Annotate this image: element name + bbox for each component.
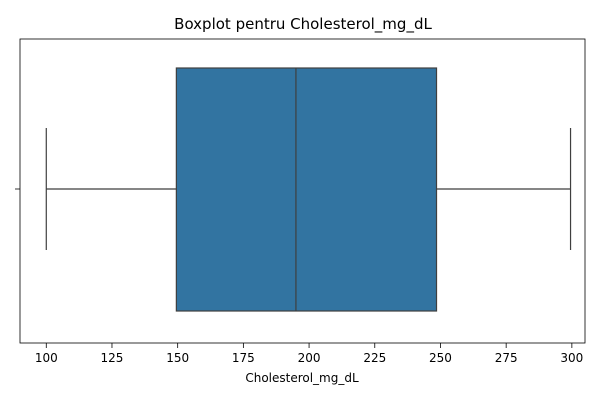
x-tick-label: 100 xyxy=(35,351,58,365)
plot-area-frame xyxy=(19,38,586,344)
x-tick-label: 150 xyxy=(166,351,189,365)
x-tick-label: 200 xyxy=(298,351,321,365)
x-tick-label: 125 xyxy=(101,351,124,365)
x-tick-label: 175 xyxy=(232,351,255,365)
box-group xyxy=(45,67,572,312)
x-axis-ticks: 100 125 150 175 200 225 250 275 300 xyxy=(35,343,583,365)
x-tick-label: 225 xyxy=(363,351,386,365)
x-tick-label: 275 xyxy=(495,351,518,365)
x-axis-label: Cholesterol_mg_dL xyxy=(245,371,359,385)
chart-title: Boxplot pentru Cholesterol_mg_dL xyxy=(174,15,432,34)
iqr-box xyxy=(175,67,438,312)
x-tick-label: 250 xyxy=(429,351,452,365)
x-tick-label: 300 xyxy=(560,351,583,365)
